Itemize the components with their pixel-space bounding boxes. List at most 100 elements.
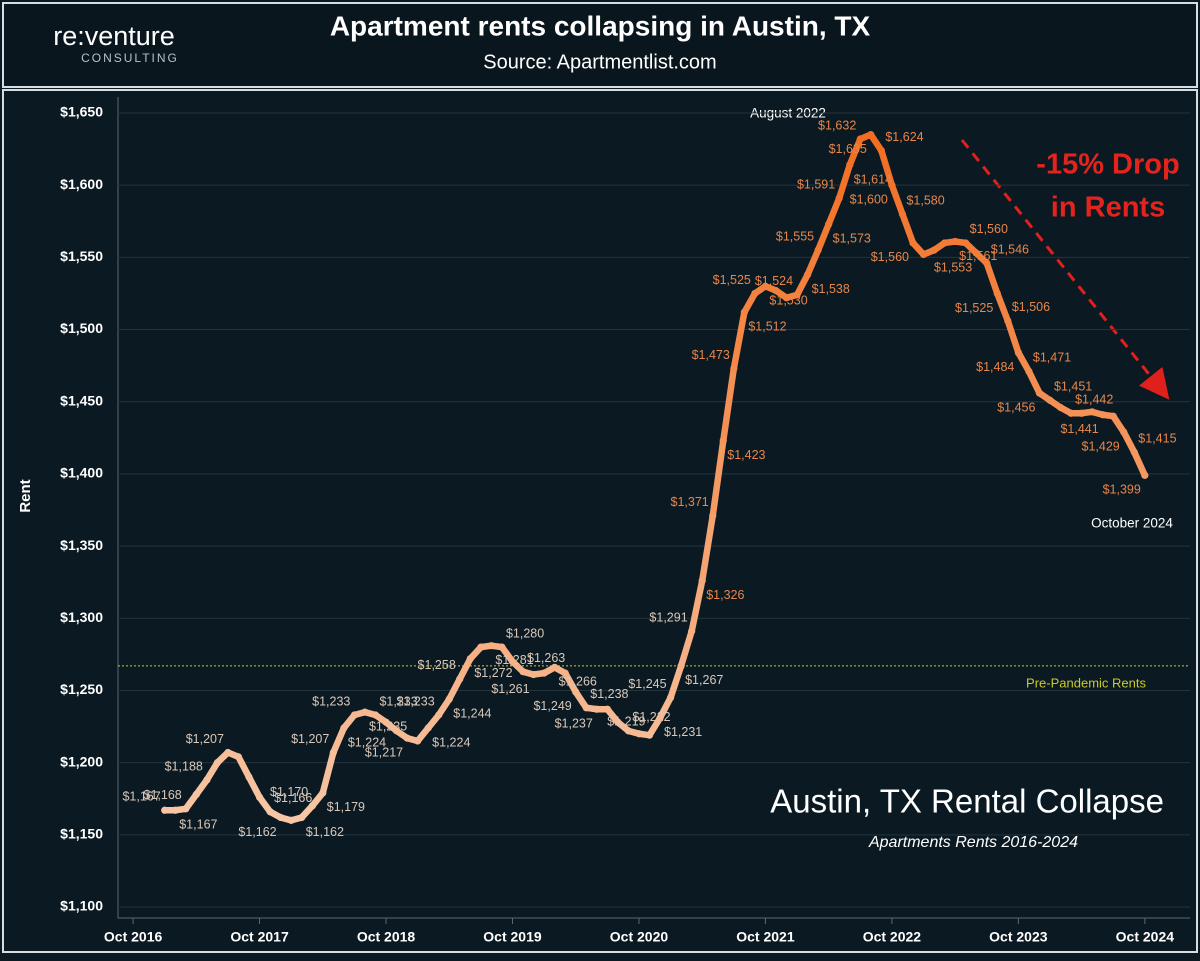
data-label: $1,233 bbox=[312, 694, 350, 708]
line-segment bbox=[245, 773, 263, 801]
data-point bbox=[993, 289, 1001, 298]
data-point bbox=[645, 731, 654, 739]
data-point bbox=[772, 286, 780, 295]
data-label: $1,555 bbox=[776, 229, 814, 243]
line-segment bbox=[709, 437, 727, 520]
x-tick-label: Oct 2023 bbox=[989, 929, 1048, 945]
data-point bbox=[508, 657, 517, 666]
data-point bbox=[519, 668, 527, 676]
data-point bbox=[171, 806, 179, 814]
data-point bbox=[529, 670, 538, 679]
line-segment bbox=[814, 220, 832, 254]
data-point bbox=[277, 813, 285, 822]
data-point bbox=[340, 724, 348, 732]
line-segment bbox=[1025, 368, 1043, 397]
y-tick-label: $1,250 bbox=[60, 681, 103, 697]
y-tick-label: $1,400 bbox=[60, 465, 103, 481]
data-point bbox=[234, 753, 243, 761]
y-tick-label: $1,450 bbox=[60, 392, 103, 408]
logo-tagline: CONSULTING bbox=[81, 51, 179, 65]
data-label: $1,506 bbox=[1012, 300, 1050, 314]
data-point bbox=[298, 813, 306, 822]
line-segment bbox=[846, 135, 864, 169]
data-point bbox=[751, 289, 759, 298]
data-point bbox=[825, 220, 833, 228]
line-segment bbox=[983, 259, 1001, 297]
data-label: $1,244 bbox=[453, 706, 491, 720]
data-label: $1,473 bbox=[692, 348, 730, 362]
data-point bbox=[614, 718, 622, 726]
data-label: $1,580 bbox=[906, 193, 944, 207]
data-label: $1,207 bbox=[186, 732, 224, 746]
data-point bbox=[266, 808, 274, 816]
data-point bbox=[740, 308, 748, 316]
data-label: $1,266 bbox=[559, 675, 597, 689]
data-label: $1,429 bbox=[1082, 439, 1120, 453]
data-point bbox=[1120, 428, 1128, 436]
drop-annotation: in Rents bbox=[1051, 192, 1165, 224]
data-point bbox=[1025, 367, 1033, 376]
data-label: $1,371 bbox=[671, 495, 709, 509]
data-point bbox=[898, 210, 907, 218]
data-label: $1,249 bbox=[533, 699, 571, 713]
data-point bbox=[203, 776, 211, 784]
data-point bbox=[445, 695, 453, 703]
data-label: $1,632 bbox=[818, 118, 856, 132]
data-label: $1,538 bbox=[812, 282, 850, 296]
line-segment bbox=[319, 749, 337, 797]
data-label: $1,238 bbox=[590, 687, 628, 701]
data-point bbox=[424, 724, 432, 732]
data-point bbox=[782, 294, 791, 302]
data-label: $1,217 bbox=[365, 745, 403, 759]
data-label: $1,261 bbox=[491, 682, 529, 696]
data-point bbox=[730, 364, 738, 373]
data-point bbox=[161, 806, 169, 814]
data-label: $1,471 bbox=[1033, 351, 1071, 365]
data-label: $1,635 bbox=[829, 142, 867, 156]
x-tick-label: Oct 2021 bbox=[736, 929, 795, 945]
data-point bbox=[688, 627, 696, 635]
data-label: $1,168 bbox=[144, 788, 182, 802]
x-tick-label: Oct 2016 bbox=[104, 929, 163, 945]
data-label: $1,512 bbox=[748, 320, 786, 334]
data-label: $1,442 bbox=[1075, 393, 1113, 407]
data-label: $1,451 bbox=[1054, 380, 1092, 394]
data-label: $1,524 bbox=[755, 274, 793, 288]
data-label: $1,267 bbox=[685, 673, 723, 687]
data-point bbox=[814, 246, 822, 254]
line-segment bbox=[1120, 428, 1138, 456]
data-label: $1,423 bbox=[727, 448, 765, 462]
data-point bbox=[414, 737, 422, 745]
y-tick-label: $1,550 bbox=[60, 248, 103, 264]
data-point bbox=[877, 146, 885, 155]
header bbox=[2, 2, 1198, 88]
x-tick-label: Oct 2019 bbox=[483, 929, 542, 945]
data-point bbox=[962, 239, 970, 247]
data-point bbox=[856, 135, 864, 143]
line-segment bbox=[446, 675, 464, 703]
data-label: $1,179 bbox=[327, 800, 365, 814]
data-point bbox=[255, 793, 264, 801]
data-point bbox=[983, 259, 991, 267]
data-label: $1,231 bbox=[664, 725, 702, 739]
data-point bbox=[361, 708, 369, 716]
data-point bbox=[888, 181, 896, 189]
data-point bbox=[793, 291, 801, 299]
data-point bbox=[803, 271, 812, 279]
data-label: $1,546 bbox=[991, 242, 1029, 256]
data-point bbox=[308, 802, 316, 810]
data-label: $1,224 bbox=[348, 735, 386, 749]
data-point bbox=[835, 194, 843, 202]
data-point bbox=[213, 759, 221, 767]
inset-title: Austin, TX Rental Collapse bbox=[770, 783, 1164, 820]
y-tick-label: $1,150 bbox=[60, 826, 103, 842]
logo-name: re:venture bbox=[53, 21, 175, 51]
data-label: $1,415 bbox=[1138, 432, 1176, 446]
data-label: $1,573 bbox=[833, 231, 871, 245]
line-segment bbox=[677, 628, 695, 670]
data-point bbox=[435, 711, 443, 719]
data-point bbox=[487, 642, 496, 650]
data-point bbox=[466, 655, 474, 663]
data-point bbox=[603, 705, 611, 713]
data-label: $1,399 bbox=[1103, 483, 1141, 497]
